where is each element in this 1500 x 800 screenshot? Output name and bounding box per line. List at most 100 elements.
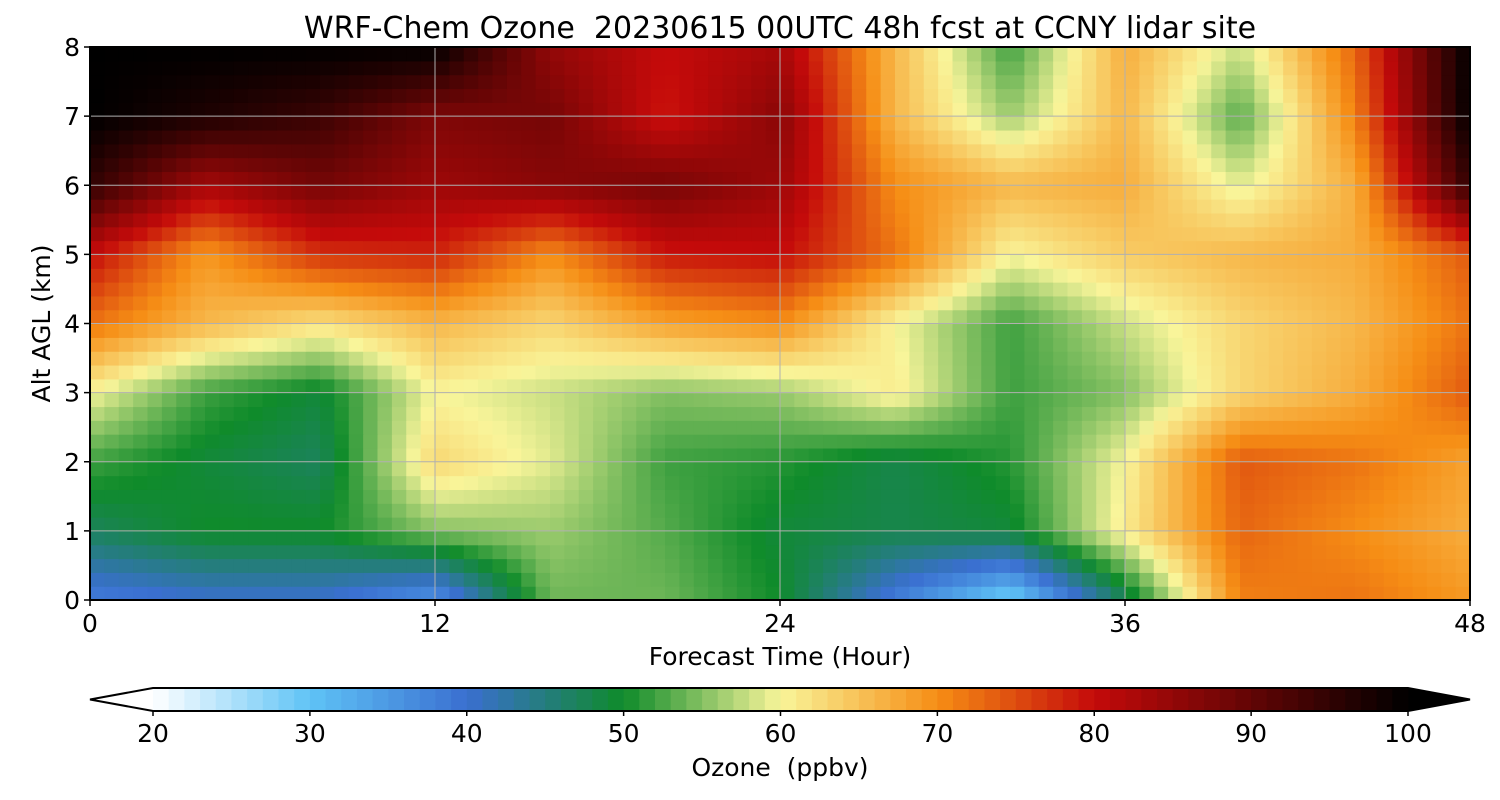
heatmap-cell [1096,572,1112,587]
heatmap-cell [938,337,954,352]
heatmap-cell [506,434,522,449]
heatmap-cell [981,295,997,311]
heatmap-cell [1369,406,1385,421]
heatmap-cell [291,434,307,449]
colorbar-swatch [874,688,891,711]
heatmap-cell [909,323,925,338]
heatmap-cell [176,102,192,117]
heatmap-cell [607,102,623,117]
heatmap-cell [765,212,781,228]
heatmap-cell [880,503,896,518]
heatmap-cell [248,129,264,145]
heatmap-cell [233,517,249,532]
heatmap-cell [1455,240,1471,255]
heatmap-cell [305,199,321,214]
heatmap-cell [291,558,307,573]
heatmap-cell [463,337,479,352]
heatmap-cell [1168,544,1184,560]
heatmap-cell [1211,143,1227,159]
heatmap-cell [1398,240,1414,255]
heatmap-cell [1024,171,1040,186]
heatmap-cell [880,88,896,103]
heatmap-cell [1153,323,1169,338]
heatmap-cell [463,378,479,394]
heatmap-cell [348,254,364,269]
heatmap-cell [880,74,896,90]
heatmap-cell [1311,572,1327,587]
heatmap-cell [1240,185,1255,200]
heatmap-cell [880,157,896,173]
heatmap-cell [981,586,997,601]
heatmap-cell [1426,295,1442,311]
heatmap-cell [679,212,695,228]
heatmap-cell [1268,268,1284,283]
heatmap-cell [851,157,867,173]
heatmap-cell [1096,116,1112,131]
heatmap-cell [1096,295,1112,311]
colorbar-swatch [968,688,985,711]
heatmap-cell [1211,461,1227,477]
colorbar-tick-label: 20 [137,719,169,748]
colorbar-swatch [749,688,766,711]
heatmap-cell [1196,351,1212,366]
heatmap-cell [679,530,695,546]
heatmap-cell [851,254,867,269]
heatmap-cell [1355,88,1370,103]
heatmap-cell [1110,420,1126,435]
heatmap-cell [938,530,954,546]
heatmap-cell [535,185,551,200]
heatmap-cell [636,102,652,117]
heatmap-cell [377,461,393,477]
heatmap-cell [1412,143,1428,159]
heatmap-cell [1412,226,1428,242]
heatmap-cell [1455,295,1471,311]
heatmap-cell [133,503,149,518]
heatmap-cell [190,47,206,62]
heatmap-cell [1383,240,1399,255]
heatmap-cell [521,226,537,242]
heatmap-cell [952,254,968,269]
heatmap-cell [1067,60,1083,76]
heatmap-cell [1297,240,1313,255]
heatmap-cell [161,420,177,435]
heatmap-cell [708,116,724,131]
heatmap-cell [463,364,479,380]
heatmap-cell [1441,489,1457,504]
heatmap-cell [1225,129,1241,145]
heatmap-cell [1096,461,1112,477]
heatmap-cell [435,420,450,435]
heatmap-cell [1297,558,1313,573]
heatmap-cell [1355,171,1370,186]
heatmap-cell [1311,226,1327,242]
heatmap-cell [406,226,422,242]
heatmap-cell [909,364,925,380]
heatmap-cell [895,212,910,228]
heatmap-cell [995,378,1011,394]
heatmap-cell [320,434,335,449]
heatmap-cell [334,489,350,504]
heatmap-cell [995,74,1011,90]
heatmap-cell [104,378,120,394]
heatmap-cell [1153,268,1169,283]
heatmap-cell [952,268,968,283]
heatmap-cell [320,47,335,62]
heatmap-cell [1024,212,1040,228]
heatmap-cell [1053,143,1069,159]
heatmap-cell [463,295,479,311]
heatmap-cell [1139,268,1155,283]
heatmap-cell [923,392,939,408]
heatmap-cell [363,254,379,269]
heatmap-cell [1254,60,1270,76]
heatmap-cell [550,268,565,283]
heatmap-cell [679,240,695,255]
colorbar-swatch [1360,688,1378,711]
heatmap-cell [478,309,494,325]
heatmap-cell [895,351,910,366]
heatmap-cell [808,212,824,228]
heatmap-cell [1225,309,1241,325]
heatmap-cell [1067,364,1083,380]
heatmap-cell [1081,503,1097,518]
heatmap-cell [1038,475,1054,490]
heatmap-cell [593,461,609,477]
heatmap-cell [248,323,264,338]
